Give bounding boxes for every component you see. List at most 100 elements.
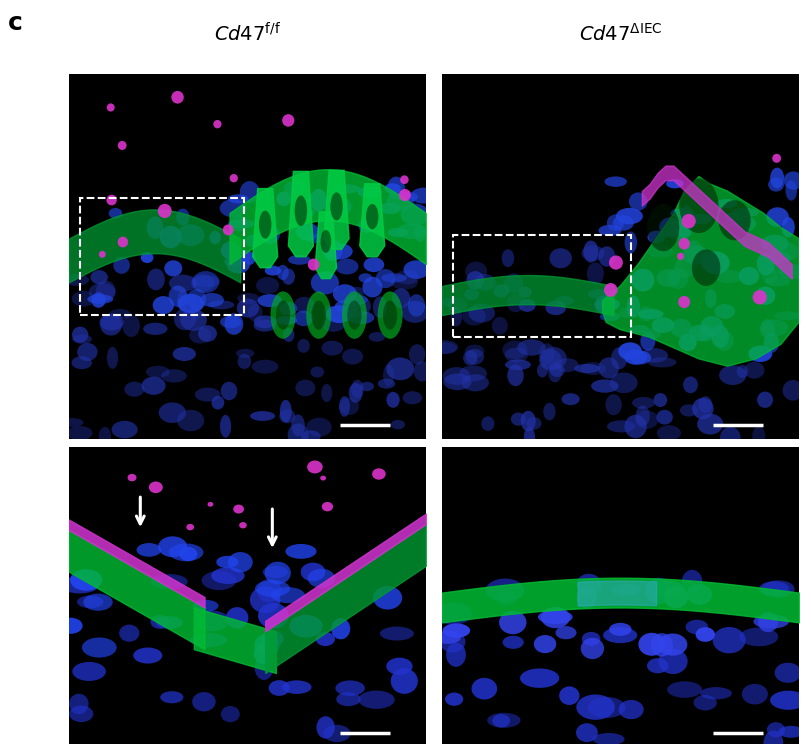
Ellipse shape: [401, 301, 429, 323]
Ellipse shape: [613, 215, 634, 231]
Ellipse shape: [465, 344, 484, 358]
Ellipse shape: [507, 365, 524, 386]
Ellipse shape: [331, 618, 350, 639]
Ellipse shape: [445, 693, 463, 706]
Ellipse shape: [260, 630, 284, 647]
Circle shape: [118, 141, 127, 150]
Ellipse shape: [212, 396, 225, 410]
Ellipse shape: [307, 292, 331, 339]
Ellipse shape: [380, 626, 414, 641]
Ellipse shape: [192, 271, 219, 293]
Ellipse shape: [664, 586, 689, 608]
Polygon shape: [289, 171, 313, 256]
Ellipse shape: [391, 275, 418, 290]
Ellipse shape: [581, 245, 604, 261]
Ellipse shape: [88, 283, 115, 301]
Ellipse shape: [713, 627, 745, 653]
Ellipse shape: [632, 397, 654, 409]
Ellipse shape: [133, 647, 162, 663]
Ellipse shape: [237, 299, 259, 317]
Ellipse shape: [715, 331, 734, 351]
Ellipse shape: [641, 348, 668, 362]
Ellipse shape: [593, 733, 624, 745]
Ellipse shape: [504, 274, 523, 293]
Ellipse shape: [580, 362, 606, 375]
Ellipse shape: [321, 384, 333, 402]
Ellipse shape: [146, 365, 170, 378]
Ellipse shape: [208, 301, 234, 309]
Ellipse shape: [700, 687, 732, 699]
Ellipse shape: [256, 277, 279, 294]
Ellipse shape: [177, 410, 204, 432]
Ellipse shape: [631, 268, 654, 292]
Ellipse shape: [481, 417, 495, 431]
Ellipse shape: [369, 332, 385, 341]
Ellipse shape: [251, 359, 278, 374]
Ellipse shape: [122, 314, 140, 337]
Ellipse shape: [112, 421, 138, 438]
Circle shape: [400, 175, 409, 184]
Ellipse shape: [198, 325, 217, 342]
Ellipse shape: [358, 218, 377, 233]
Ellipse shape: [179, 547, 197, 561]
Ellipse shape: [742, 684, 768, 705]
Ellipse shape: [646, 578, 672, 605]
Ellipse shape: [714, 304, 735, 319]
Circle shape: [107, 104, 114, 111]
Ellipse shape: [236, 349, 255, 358]
Text: $\it{Cd47}^{\Delta \mathrm{IEC}}$: $\it{Cd47}^{\Delta \mathrm{IEC}}$: [578, 23, 663, 45]
Circle shape: [118, 237, 128, 247]
Ellipse shape: [574, 364, 600, 373]
Ellipse shape: [60, 577, 99, 593]
Ellipse shape: [336, 259, 358, 274]
Ellipse shape: [719, 365, 746, 385]
Ellipse shape: [715, 270, 743, 283]
Ellipse shape: [539, 343, 555, 364]
Ellipse shape: [70, 569, 102, 590]
Ellipse shape: [775, 311, 800, 320]
Ellipse shape: [685, 241, 702, 260]
Ellipse shape: [408, 294, 425, 317]
Ellipse shape: [225, 314, 243, 335]
Ellipse shape: [221, 241, 240, 259]
Ellipse shape: [739, 267, 759, 285]
Ellipse shape: [77, 596, 104, 608]
Ellipse shape: [220, 415, 231, 438]
Ellipse shape: [136, 543, 161, 556]
Ellipse shape: [366, 204, 379, 229]
Ellipse shape: [311, 271, 339, 295]
Ellipse shape: [686, 251, 704, 263]
Ellipse shape: [685, 620, 708, 634]
Ellipse shape: [254, 643, 272, 664]
Ellipse shape: [238, 293, 260, 304]
Ellipse shape: [392, 288, 410, 308]
Ellipse shape: [719, 200, 751, 241]
Ellipse shape: [299, 208, 315, 217]
Ellipse shape: [114, 256, 130, 274]
Ellipse shape: [96, 280, 116, 302]
Ellipse shape: [638, 309, 663, 320]
Ellipse shape: [294, 297, 315, 314]
Ellipse shape: [321, 341, 343, 356]
Ellipse shape: [471, 678, 497, 699]
Ellipse shape: [599, 357, 619, 378]
Ellipse shape: [451, 307, 462, 326]
Ellipse shape: [288, 423, 309, 446]
Ellipse shape: [588, 289, 609, 299]
Ellipse shape: [493, 284, 509, 298]
Polygon shape: [324, 170, 349, 250]
Ellipse shape: [782, 217, 795, 238]
Ellipse shape: [540, 347, 567, 369]
Ellipse shape: [373, 296, 387, 318]
Ellipse shape: [526, 417, 542, 430]
Ellipse shape: [375, 269, 396, 288]
Ellipse shape: [345, 302, 358, 317]
Ellipse shape: [654, 393, 667, 407]
Ellipse shape: [169, 274, 197, 292]
Circle shape: [213, 120, 221, 129]
Ellipse shape: [378, 378, 395, 389]
Ellipse shape: [255, 656, 273, 680]
Ellipse shape: [459, 365, 487, 381]
Ellipse shape: [499, 611, 526, 634]
Ellipse shape: [178, 294, 204, 313]
